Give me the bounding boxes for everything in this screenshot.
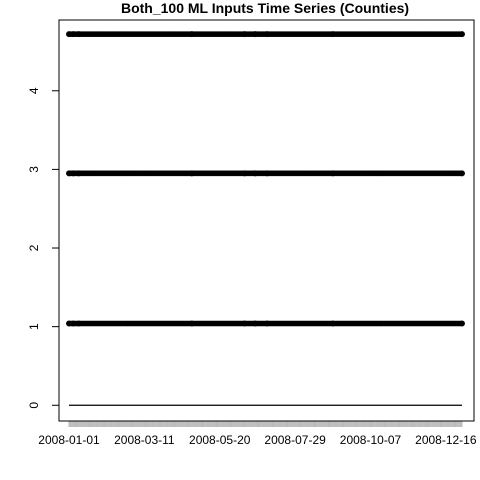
plot-marks [66,31,465,406]
axes: 0 1 2 3 4 2008-01-01 2008-03-11 2008-05-20 2008-… [27,87,477,447]
data-point-highlight [66,31,72,38]
y-tick-label: 3 [27,166,41,173]
data-point-highlight [252,31,259,38]
data-point-highlight [264,170,271,177]
data-point-highlight [75,320,82,327]
y-tick-label: 4 [27,87,41,94]
data-point-highlight [75,170,82,177]
y-tick-label: 0 [27,402,41,409]
data-point-highlight [329,320,336,327]
data-point-highlight [188,31,195,38]
data-point-highlight [459,31,465,38]
data-point-highlight [252,170,259,177]
data-point-highlight [264,31,271,38]
data-point-highlight [75,31,82,38]
data-point-highlight [241,320,248,327]
y-tick-label: 1 [27,323,41,330]
x-tick-label: 2008-01-01 [38,433,100,447]
plot-frame [58,19,475,422]
data-point-highlight [264,320,271,327]
data-point-highlight [66,170,72,177]
x-tick-label: 2008-03-11 [114,433,175,447]
data-point-highlight [66,320,72,327]
y-tick-label: 2 [27,244,41,251]
data-point-highlight [241,170,248,177]
x-tick-label: 2008-07-29 [264,433,326,447]
data-point-highlight [188,170,195,177]
data-point-highlight [70,170,77,177]
data-point-highlight [329,31,336,38]
data-point-highlight [70,31,77,38]
data-point-highlight [252,320,259,327]
data-point-highlight [459,320,465,327]
data-point-highlight [241,31,248,38]
chart-title: Both_100 ML Inputs Time Series (Counties… [121,0,409,16]
data-point-highlight [329,170,336,177]
x-tick-label: 2008-05-20 [189,433,251,447]
data-point-highlight [70,320,77,327]
x-tick-label: 2008-12-16 [415,433,477,447]
x-tick-label: 2008-10-07 [340,433,402,447]
data-point-highlight [188,320,195,327]
data-point-highlight [459,170,465,177]
